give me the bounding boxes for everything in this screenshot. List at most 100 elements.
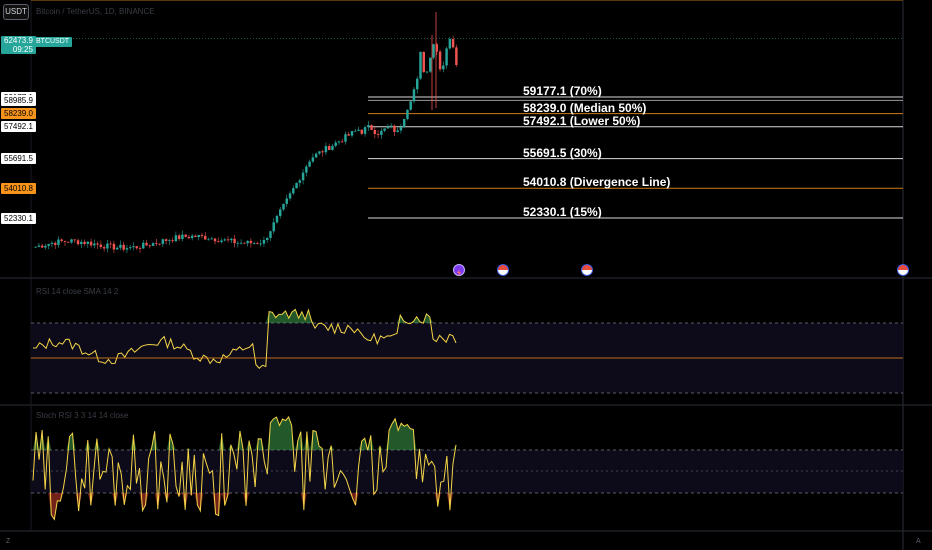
auto-scale-icon[interactable]: A: [916, 538, 921, 545]
us-flag-icon[interactable]: [581, 264, 593, 276]
candle-body: [425, 71, 429, 73]
candle-body: [370, 125, 373, 130]
candle-body: [376, 133, 380, 135]
candle-body: [334, 142, 337, 146]
candle-body: [204, 235, 207, 240]
candle-body: [184, 234, 187, 237]
candle-body: [57, 239, 60, 245]
candle-body: [171, 240, 174, 242]
fib-level-label: 55691.5 (30%): [523, 145, 602, 160]
osc-band: [31, 450, 903, 493]
candle-body: [44, 245, 47, 248]
candle-body: [220, 240, 223, 243]
rsi-overbought-fill: [33, 309, 456, 323]
candle-body: [239, 242, 243, 244]
candle-body: [93, 243, 96, 246]
price-axis-tag: 58985.9: [1, 94, 36, 106]
candle-body: [164, 239, 168, 242]
candle-body: [389, 125, 393, 127]
candle-body: [406, 109, 409, 119]
candle-body: [83, 241, 86, 244]
candle-body: [70, 239, 73, 243]
candle-body: [311, 157, 315, 162]
osc-line: [32, 416, 457, 521]
candle-body: [262, 240, 266, 244]
candle-body: [360, 129, 364, 134]
candle-body: [357, 129, 360, 131]
rsi-line: [32, 308, 457, 369]
candle-body: [63, 240, 67, 242]
price-axis-tag: 58239.0: [1, 108, 36, 120]
candle-body: [194, 235, 197, 238]
countdown-value: 09:25: [12, 45, 33, 54]
timezone-icon[interactable]: Z: [6, 538, 11, 545]
candle-body: [89, 241, 93, 246]
candle-body: [181, 234, 184, 240]
candle-body: [409, 101, 412, 110]
candle-body: [230, 238, 233, 241]
candle-body: [269, 231, 272, 238]
candle-body: [40, 245, 44, 248]
candle-body: [217, 241, 220, 243]
candle-body: [226, 239, 230, 241]
price-axis-tag: 55691.5: [1, 153, 36, 165]
candle-body: [60, 239, 63, 241]
candle-body: [125, 248, 129, 250]
candle-body: [402, 118, 406, 127]
candle-body: [177, 235, 181, 240]
candle-body: [419, 51, 422, 79]
candle-body: [128, 247, 132, 249]
candle-body: [86, 241, 90, 244]
price-axis-tag: 54010.8: [1, 182, 36, 194]
candle-body: [438, 51, 442, 70]
candle-body: [288, 193, 292, 199]
candle-body: [73, 239, 76, 241]
candle-body: [99, 244, 103, 248]
candle-body: [148, 245, 152, 247]
candle-body: [282, 203, 285, 210]
candle-body: [256, 243, 259, 244]
us-flag-icon[interactable]: [897, 264, 909, 276]
candle-body: [435, 44, 439, 52]
candle-body: [396, 130, 399, 132]
candle-body: [80, 241, 83, 245]
candle-body: [132, 246, 135, 248]
lightning-icon[interactable]: [453, 264, 465, 277]
candle-body: [119, 244, 122, 248]
candle-body: [265, 237, 269, 241]
candle-body: [138, 248, 142, 250]
candle-body: [275, 215, 279, 223]
candle-body: [161, 239, 165, 244]
candle-body: [422, 51, 425, 73]
candle-body: [236, 242, 240, 244]
candle-body: [380, 130, 383, 135]
rsi-pane-title: RSI 14 close SMA 14 2: [36, 287, 119, 296]
candle-body: [305, 166, 308, 173]
candle-body: [350, 131, 354, 136]
candle-body: [135, 246, 138, 249]
candle-body: [367, 125, 370, 128]
candle-body: [292, 188, 295, 194]
candle-body: [383, 128, 386, 131]
candle-body: [347, 134, 350, 136]
candle-body: [252, 243, 256, 244]
candle-body: [363, 127, 367, 134]
us-flag-icon[interactable]: [497, 264, 509, 276]
candle-body: [207, 239, 210, 241]
candle-body: [142, 242, 145, 249]
candle-body: [399, 126, 403, 131]
candle-body: [324, 146, 328, 153]
candle-body: [200, 234, 204, 236]
candle-body: [416, 78, 419, 90]
candle-body: [331, 145, 334, 151]
candle-body: [429, 57, 432, 72]
candle-body: [442, 65, 445, 70]
last-price-tag: 62473.9 09:25: [1, 36, 36, 54]
candle-body: [197, 234, 200, 238]
candle-body: [249, 240, 253, 244]
price-axis-tag: 52330.1: [1, 212, 36, 224]
fib-level-label: 57492.1 (Lower 50%): [523, 113, 641, 128]
currency-button[interactable]: USDT: [3, 4, 29, 20]
